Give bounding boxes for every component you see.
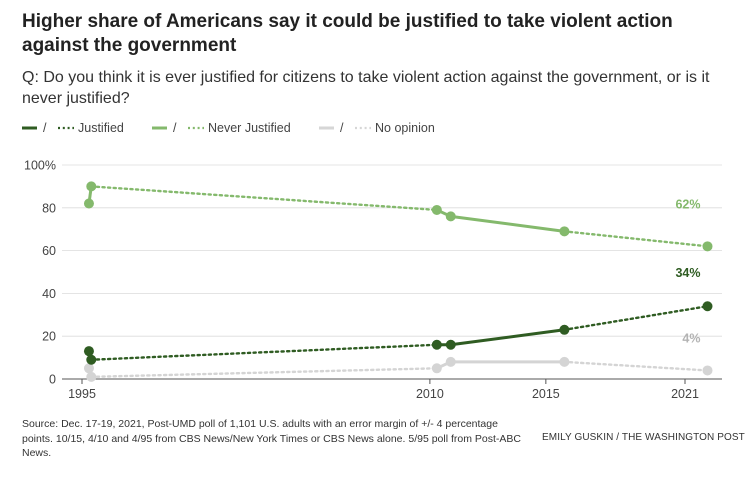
credit: EMILY GUSKIN / THE WASHINGTON POST [542, 432, 745, 443]
series-line-solid [436, 208, 565, 233]
data-point [86, 354, 97, 365]
data-point [431, 204, 442, 215]
legend-swatch-no-opinion [319, 126, 371, 130]
data-point [86, 181, 97, 192]
data-point [702, 241, 713, 252]
legend-slash: / [173, 121, 177, 135]
end-label-justified: 34% [675, 266, 700, 280]
data-point [702, 365, 713, 376]
legend-swatch-never-justified [152, 126, 204, 130]
y-tick-label: 40 [42, 287, 56, 301]
y-tick-label: 80 [42, 201, 56, 215]
data-point [431, 339, 442, 350]
chart-subtitle: Q: Do you think it is ever justified for… [22, 69, 710, 107]
series-line-dotted [563, 360, 709, 372]
data-point [431, 363, 442, 374]
series-never-justified: 62% [83, 181, 713, 252]
data-point [559, 356, 570, 367]
series-justified: 34% [83, 266, 713, 365]
y-axis-ticks: 0 20 40 60 80 100% [24, 159, 56, 387]
data-point [445, 356, 456, 367]
data-point [445, 339, 456, 350]
data-point [559, 324, 570, 335]
x-axis-ticks: 1995 2010 2015 2021 [68, 379, 699, 401]
legend-slash: / [43, 121, 47, 135]
x-tick-label: 2021 [671, 387, 699, 401]
legend-label-never-justified: Never Justified [208, 121, 291, 135]
series-no-opinion: 4% [83, 331, 713, 382]
grid [62, 164, 722, 380]
y-tick-label: 60 [42, 244, 56, 258]
y-tick-label: 100% [24, 159, 56, 173]
series-line-solid [436, 328, 565, 347]
x-tick-label: 1995 [68, 387, 96, 401]
series-line-dotted [563, 305, 709, 331]
legend-swatch-justified [22, 126, 74, 130]
legend-label-justified: Justified [78, 121, 124, 135]
legend-slash: / [340, 121, 344, 135]
data-point [83, 363, 94, 374]
y-tick-label: 20 [42, 330, 56, 344]
data-point [559, 226, 570, 237]
chart-title: Higher share of Americans say it could b… [22, 11, 673, 56]
end-label-no-opinion: 4% [682, 331, 700, 345]
source-note: Source: Dec. 17-19, 2021, Post-UMD poll … [22, 418, 521, 459]
legend-label-no-opinion: No opinion [375, 121, 435, 135]
series-line-solid [436, 360, 565, 370]
series-line-dotted [563, 230, 709, 248]
x-tick-label: 2015 [532, 387, 560, 401]
data-point [445, 211, 456, 222]
series-line-dotted [90, 367, 439, 379]
data-point [83, 346, 94, 357]
series-line-dotted [90, 343, 439, 361]
series-line-dotted [90, 185, 439, 212]
line-chart: 0 20 40 60 80 100% 1995 2010 2015 2021 4% 62% 34% [24, 159, 722, 401]
y-tick-label: 0 [49, 373, 56, 387]
data-point [702, 301, 713, 312]
series-layer: 4% 62% 34% [83, 181, 713, 382]
data-point [86, 371, 97, 382]
x-tick-label: 2010 [416, 387, 444, 401]
end-label-never-justified: 62% [675, 197, 700, 211]
data-point [83, 198, 94, 209]
